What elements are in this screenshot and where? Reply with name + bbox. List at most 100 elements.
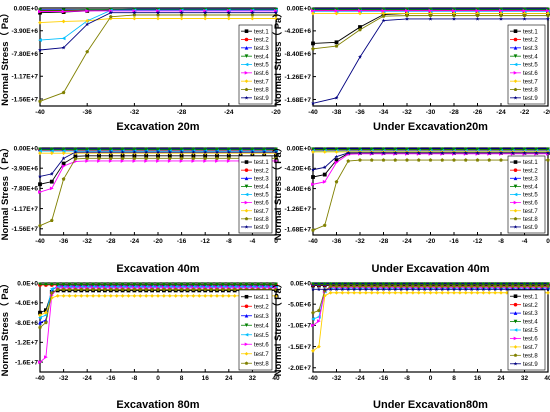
data-point: [416, 284, 421, 288]
data-point: [528, 282, 533, 287]
data-point: [411, 284, 415, 288]
legend-swatch-marker: [244, 361, 249, 365]
data-point: [179, 293, 184, 298]
data-point: [226, 156, 231, 160]
data-point: [108, 150, 113, 154]
data-point: [352, 282, 357, 287]
data-point: [534, 287, 539, 292]
plot-frame: [39, 147, 277, 236]
data-point: [487, 284, 492, 288]
x-tick-label: 16: [202, 375, 210, 382]
legend-label: test.8: [523, 217, 538, 223]
legend-label: test.2: [523, 38, 538, 44]
legend-label: test.9: [523, 225, 538, 231]
data-point: [250, 147, 255, 152]
data-point: [144, 156, 149, 160]
data-point: [311, 147, 315, 152]
data-point: [381, 284, 386, 288]
data-point: [97, 293, 101, 298]
data-point: [522, 287, 527, 292]
data-point: [546, 11, 550, 16]
legend-swatch-marker: [513, 160, 518, 164]
data-point: [49, 287, 54, 291]
x-tick-label: -32: [82, 238, 92, 245]
y-tick-label: 0.00E+0: [14, 145, 39, 152]
data-point: [322, 172, 327, 177]
data-point: [132, 287, 137, 291]
data-point: [546, 147, 550, 152]
y-tick-label: -2.0E+7: [288, 365, 311, 372]
data-point: [522, 8, 527, 13]
data-point: [434, 290, 439, 295]
data-point: [393, 290, 398, 295]
x-tick-label: 40: [544, 375, 550, 382]
data-point: [156, 159, 160, 163]
data-point: [179, 151, 184, 156]
data-point: [120, 287, 125, 291]
data-point: [428, 7, 433, 12]
legend-label: test.4: [523, 320, 538, 326]
data-point: [475, 13, 480, 18]
legend-label: test.3: [523, 311, 538, 317]
x-tick-label: -40: [308, 238, 318, 245]
data-point: [120, 151, 125, 156]
data-point: [534, 147, 539, 152]
x-tick-label: -22: [520, 109, 530, 116]
data-point: [346, 147, 351, 152]
x-tick-label: -20: [426, 238, 436, 245]
data-point: [381, 7, 386, 12]
data-point: [381, 18, 386, 23]
data-point: [226, 153, 231, 158]
data-point: [73, 156, 78, 161]
data-point: [274, 16, 278, 21]
data-point: [499, 287, 503, 292]
data-point: [108, 16, 113, 21]
data-point: [475, 11, 480, 16]
data-point: [226, 10, 231, 15]
data-point: [546, 7, 550, 12]
data-point: [203, 282, 208, 287]
data-point: [387, 282, 392, 287]
legend-swatch-marker: [244, 46, 249, 50]
data-point: [546, 158, 550, 162]
data-point: [215, 151, 219, 156]
data-point: [191, 151, 196, 156]
data-point: [428, 284, 433, 288]
data-point: [38, 38, 42, 42]
data-point: [499, 290, 503, 295]
legend-swatch-marker: [513, 87, 518, 91]
x-tick-label: -12: [200, 238, 210, 245]
data-point: [215, 287, 219, 291]
data-point: [221, 282, 225, 287]
data-point: [38, 313, 42, 318]
series-test-9: [311, 16, 550, 105]
legend-label: test.5: [254, 63, 269, 69]
data-point: [463, 284, 468, 288]
legend-swatch-marker: [244, 323, 249, 328]
data-point: [440, 158, 445, 162]
data-point: [55, 287, 60, 291]
data-point: [44, 282, 48, 287]
data-point: [38, 310, 42, 315]
data-point: [358, 284, 362, 288]
data-point: [38, 149, 42, 154]
data-point: [434, 282, 439, 287]
legend-swatch-marker: [513, 328, 518, 332]
x-tick-label: -40: [308, 109, 318, 116]
data-point: [44, 318, 48, 322]
data-point: [215, 156, 219, 160]
data-point: [334, 8, 339, 13]
legend-swatch-marker: [513, 168, 518, 172]
y-axis-title: Normal Stress（ Pa）: [0, 8, 11, 106]
data-point: [38, 47, 42, 52]
x-tick-label: -16: [177, 238, 187, 245]
x-tick-label: 16: [474, 375, 482, 382]
data-point: [499, 16, 503, 21]
data-point: [346, 287, 351, 292]
data-point: [416, 158, 421, 162]
data-point: [311, 11, 315, 16]
data-point: [546, 8, 550, 13]
legend-label: test.2: [523, 303, 538, 309]
legend-swatch-marker: [244, 79, 249, 83]
data-point: [274, 282, 278, 287]
